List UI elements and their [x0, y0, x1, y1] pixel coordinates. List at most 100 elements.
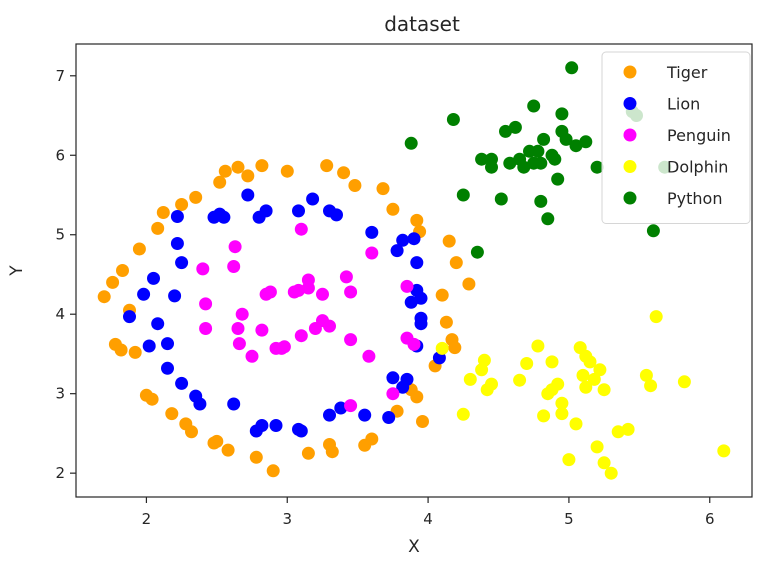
lion-point [396, 380, 410, 394]
python-point [569, 139, 583, 153]
penguin-point [294, 222, 308, 236]
tiger-point [462, 277, 476, 291]
y-tick-label: 7 [55, 67, 65, 85]
tiger-point [416, 415, 429, 428]
python-point [527, 99, 541, 113]
dolphin-point [590, 440, 604, 454]
tiger-point [320, 159, 334, 173]
lion-point [193, 397, 207, 411]
dolphin-point [555, 407, 569, 421]
penguin-point [400, 279, 414, 293]
dolphin-point [717, 444, 731, 458]
penguin-point [301, 281, 315, 295]
tiger-point [442, 234, 456, 248]
series-penguin [196, 222, 421, 413]
penguin-point [365, 246, 379, 260]
series-lion [123, 188, 446, 438]
python-point [559, 132, 573, 146]
penguin-point [294, 329, 308, 343]
lion-point [334, 401, 348, 415]
y-tick-label: 4 [55, 305, 65, 323]
lion-point [407, 232, 421, 246]
tiger-point [221, 443, 235, 457]
lion-point [382, 411, 396, 424]
dolphin-point [537, 409, 551, 423]
lion-point [175, 376, 189, 390]
tiger-point [210, 434, 224, 448]
lion-point [170, 210, 184, 223]
lion-point [414, 291, 428, 305]
python-point [534, 156, 548, 170]
penguin-point [386, 387, 400, 401]
penguin-point [255, 323, 269, 337]
python-point [475, 152, 489, 166]
legend-label: Lion [667, 95, 700, 114]
tiger-point [189, 190, 203, 204]
lion-point [175, 256, 189, 270]
dolphin-point [435, 341, 449, 355]
legend: Tiger Lion Penguin Dolphin Python [601, 51, 751, 224]
dolphin-point [569, 417, 583, 431]
tiger-point [301, 446, 315, 460]
lion-point [161, 337, 174, 351]
tiger-point [410, 390, 424, 404]
tiger-point [386, 202, 400, 216]
dolphin-point [583, 355, 597, 369]
legend-label: Dolphin [667, 158, 728, 177]
python-point [470, 245, 484, 259]
dolphin-point [562, 453, 576, 467]
lion-point [241, 188, 255, 202]
dolphin-point [477, 353, 491, 367]
series-dolphin [435, 310, 731, 480]
tiger-point [280, 164, 294, 178]
y-tick-label: 6 [55, 146, 65, 164]
dolphin-point [604, 466, 618, 480]
penguin-point [344, 333, 358, 347]
tiger-point [145, 392, 159, 406]
penguin-point [235, 307, 249, 321]
python-point [517, 160, 531, 174]
python-point [541, 212, 555, 226]
lion-point [217, 210, 231, 224]
python-point [537, 132, 551, 146]
lion-point [147, 271, 160, 285]
penguin-point [232, 337, 246, 351]
lion-point [323, 408, 336, 422]
tiger-point [266, 464, 280, 478]
tiger-point [325, 445, 339, 459]
tiger-point [128, 345, 142, 359]
lion-point [170, 237, 184, 250]
python-point [531, 144, 545, 158]
dolphin-point [611, 425, 625, 439]
dolphin-point [597, 383, 611, 397]
python-point [551, 172, 565, 186]
python-point [565, 61, 579, 75]
lion-point [142, 339, 156, 353]
penguin-point [228, 240, 242, 254]
x-tick-label: 3 [282, 510, 292, 528]
dolphin-point [513, 373, 527, 387]
penguin-point [199, 322, 213, 335]
x-tick-label: 6 [705, 510, 715, 528]
python-point [485, 152, 498, 166]
dolphin-point [485, 377, 498, 391]
penguin-point [245, 349, 259, 363]
python-point [534, 194, 548, 208]
legend-label: Python [667, 189, 722, 208]
lion-point [123, 310, 136, 324]
lion-point [306, 192, 320, 206]
python-point [646, 224, 660, 238]
python-point [446, 113, 460, 126]
penguin-point [362, 349, 376, 363]
lion-point [330, 208, 343, 222]
dolphin-point [621, 422, 635, 436]
penguin-point [339, 270, 353, 284]
legend-marker-lion [623, 97, 637, 110]
python-point [548, 152, 562, 166]
tiger-point [116, 264, 129, 277]
tiger-point [231, 160, 245, 174]
python-point [503, 156, 517, 170]
lion-point [386, 371, 400, 385]
lion-point [227, 397, 241, 411]
